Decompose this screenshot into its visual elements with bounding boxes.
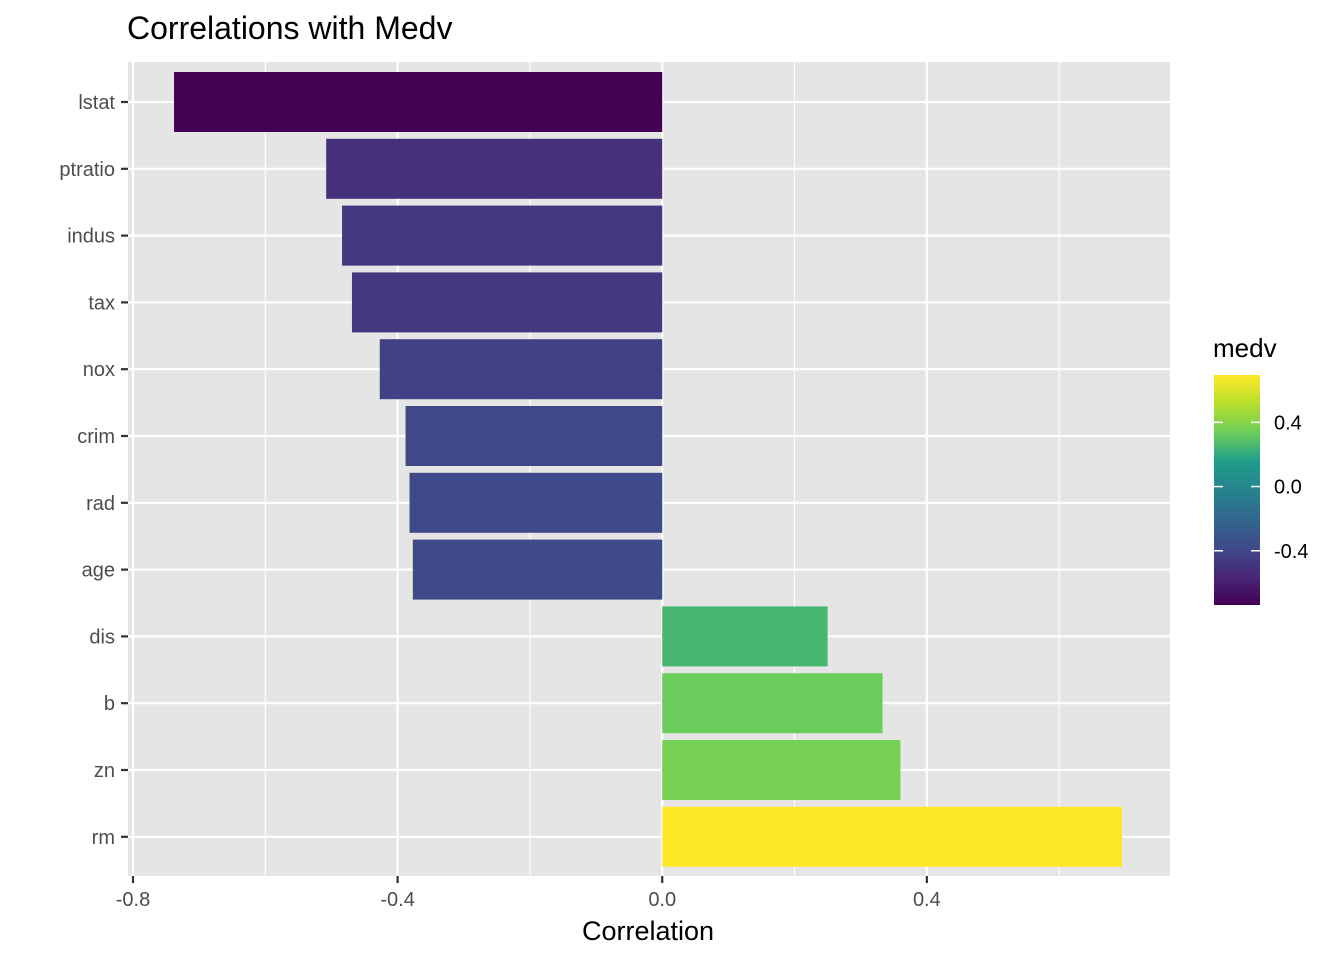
- x-tick-label: -0.4: [380, 889, 414, 911]
- bar-tax: [351, 272, 663, 333]
- legend-tick-label: -0.4: [1274, 541, 1308, 563]
- x-tick-label: 0.4: [913, 889, 941, 911]
- y-tick-label: age: [82, 560, 115, 582]
- legend-tick-label: 0.4: [1274, 412, 1302, 434]
- bar-age: [412, 539, 663, 600]
- bar-nox: [379, 339, 663, 400]
- chart-title: Correlations with Medv: [127, 10, 452, 46]
- y-tick-label: dis: [89, 626, 115, 648]
- y-tick-label: ptratio: [59, 159, 115, 181]
- bar-crim: [405, 406, 663, 466]
- y-tick-label: rad: [86, 493, 115, 515]
- bar-zn: [662, 740, 901, 800]
- y-axis: lstat ptratio indus tax nox crim rad age dis b zn r…: [59, 92, 128, 849]
- bar-b: [662, 673, 883, 734]
- bars: [174, 72, 1122, 867]
- bar-rad: [409, 472, 663, 533]
- y-tick-label: crim: [77, 426, 115, 448]
- bar-dis: [662, 606, 828, 667]
- y-tick-label: tax: [88, 292, 115, 314]
- y-tick-label: zn: [94, 760, 115, 782]
- legend: medv 0.4 0.0 -0.4: [1213, 333, 1308, 605]
- legend-title: medv: [1213, 333, 1277, 363]
- x-axis-title: Correlation: [582, 916, 714, 946]
- legend-colorbar: [1214, 375, 1260, 605]
- x-tick-label: 0.0: [648, 889, 676, 911]
- y-tick-label: rm: [92, 827, 115, 849]
- bar-rm: [662, 806, 1122, 867]
- y-tick-label: nox: [83, 359, 115, 381]
- y-tick-label: b: [104, 693, 115, 715]
- bar-lstat: [174, 72, 663, 132]
- bar-indus: [342, 205, 663, 266]
- x-axis: -0.8 -0.4 0.0 0.4: [116, 876, 941, 911]
- y-tick-label: indus: [67, 226, 115, 248]
- y-tick-label: lstat: [78, 92, 115, 114]
- x-tick-label: -0.8: [116, 889, 150, 911]
- legend-tick-label: 0.0: [1274, 477, 1302, 499]
- bar-ptratio: [326, 138, 663, 199]
